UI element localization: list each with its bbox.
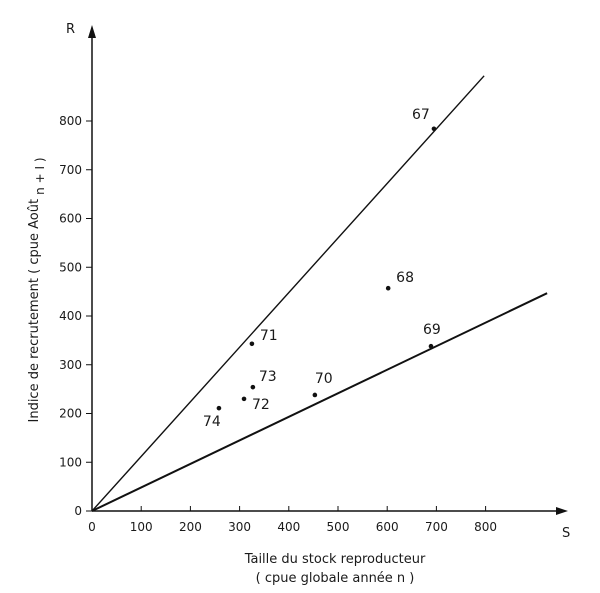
x-tick-label: 800 — [474, 520, 497, 534]
data-point — [385, 285, 391, 291]
axes: S R Taille du stock reproducteur ( cpue … — [27, 22, 570, 586]
x-axis-label: Taille du stock reproducteur — [244, 552, 426, 567]
point-label: 73 — [259, 369, 277, 385]
point-label: 69 — [423, 322, 441, 338]
x-axis-arrow — [556, 507, 568, 515]
x-axis-label-line2: ( cpue globale année n ) — [256, 571, 415, 586]
x-tick-label: 300 — [228, 520, 251, 534]
point-label: 68 — [396, 270, 414, 286]
point-label: 70 — [315, 371, 333, 387]
x-tick-label: 600 — [376, 520, 399, 534]
x-tick-label: 0 — [88, 520, 96, 534]
data-point — [250, 384, 256, 390]
y-tick-label: 500 — [59, 260, 82, 274]
x-tick-label: 400 — [277, 520, 300, 534]
ticks: 0 100 200 300 400 500 600 700 800 0 100 200 300 400 50… — [59, 114, 497, 534]
y-axis-label: Indice de recrutement ( cpue Août n + I … — [27, 157, 47, 422]
x-tick-label: 700 — [425, 520, 448, 534]
y-axis-letter: R — [66, 22, 75, 37]
y-axis-arrow — [88, 25, 96, 38]
regression-line — [91, 292, 548, 512]
data-point — [249, 341, 255, 347]
x-tick-label: 100 — [130, 520, 153, 534]
point-label: 67 — [412, 107, 430, 123]
y-tick-label: 800 — [59, 114, 82, 128]
data-point — [428, 343, 434, 349]
point-label: 71 — [260, 328, 278, 344]
y-tick-label: 100 — [59, 455, 82, 469]
y-tick-label: 600 — [59, 212, 82, 226]
y-tick-label: 0 — [74, 504, 82, 518]
y-axis-label-sub: n + I ) — [33, 157, 47, 194]
data-point — [431, 126, 437, 132]
point-label: 74 — [203, 414, 221, 430]
y-tick-label: 200 — [59, 407, 82, 421]
regression-lines — [91, 75, 548, 512]
y-axis-label-main: Indice de recrutement ( cpue Août — [27, 199, 42, 423]
data-point — [241, 396, 247, 402]
y-tick-label: 300 — [59, 358, 82, 372]
x-tick-label: 200 — [179, 520, 202, 534]
data-point — [312, 392, 318, 398]
y-tick-label: 400 — [59, 309, 82, 323]
x-tick-label: 500 — [327, 520, 350, 534]
y-tick-label: 700 — [59, 163, 82, 177]
regression-line — [91, 75, 485, 512]
point-label: 72 — [252, 397, 270, 413]
data-points: 67 68 69 70 71 72 73 74 — [203, 107, 441, 430]
data-point — [216, 405, 222, 411]
x-axis-letter: S — [562, 526, 570, 541]
